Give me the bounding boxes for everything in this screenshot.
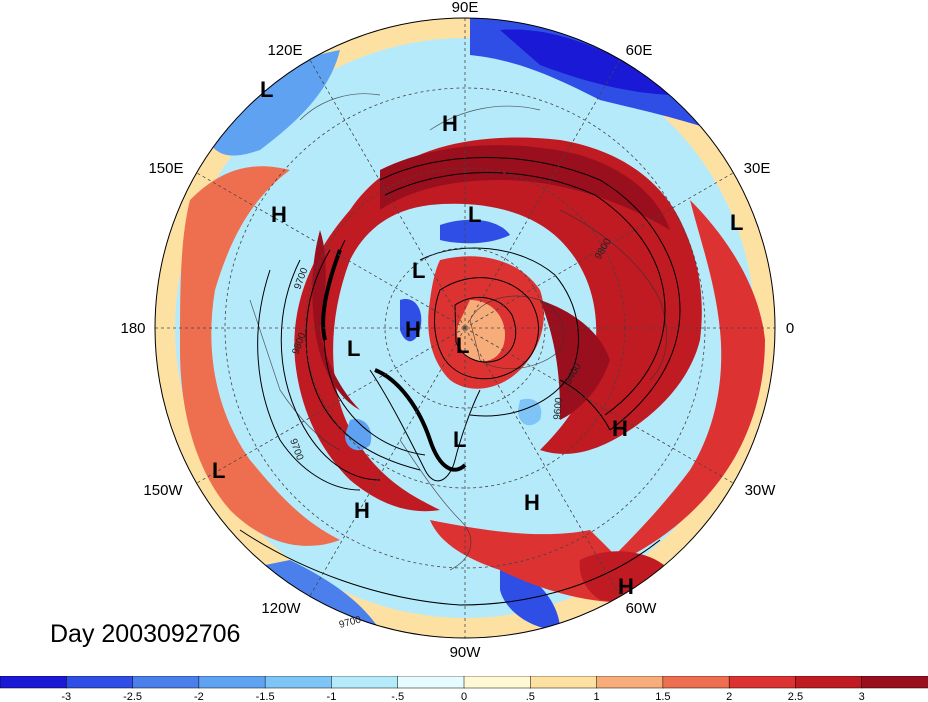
lon-label-90e: 90E — [452, 0, 479, 16]
colorbar-swatch — [795, 676, 863, 689]
colorbar: -3 -2.5 -2 -1.5 -1 -.5 0 .5 1 1.5 2 2.5 3 — [0, 676, 928, 702]
colorbar-tick-label: -.5 — [391, 691, 404, 702]
colorbar-swatch — [530, 676, 598, 689]
lon-label-120e: 120E — [267, 42, 302, 59]
colorbar-swatch — [861, 676, 928, 689]
colorbar-swatch — [463, 676, 532, 689]
pressure-system-marker: H — [271, 202, 287, 227]
pressure-system-marker: H — [524, 490, 540, 515]
pressure-system-marker: H — [354, 498, 370, 523]
lon-label-60e: 60E — [626, 42, 653, 59]
colorbar-tick-label: -1.5 — [256, 691, 275, 702]
pressure-system-marker: L — [260, 77, 273, 102]
colorbar-tick-label: 1 — [594, 691, 600, 702]
colorbar-tick-label: 2 — [726, 691, 732, 702]
colorbar-swatch — [596, 676, 664, 689]
pressure-system-marker: L — [212, 458, 225, 483]
longitude-labels: 90E 60E 30E 0 30W 60W 90W 120W 150W 180 … — [120, 0, 794, 661]
pressure-system-marker: H — [442, 111, 458, 136]
lon-label-60w: 60W — [626, 600, 658, 617]
colorbar-swatch — [397, 676, 465, 689]
pressure-system-marker: L — [453, 427, 466, 452]
lon-label-150e: 150E — [148, 160, 183, 177]
colorbar-tick-label: 3 — [859, 691, 865, 702]
colorbar-swatch — [0, 676, 68, 689]
pressure-system-marker: H — [612, 416, 628, 441]
colorbar-swatch — [728, 676, 797, 689]
colorbar-tick-label: -2.5 — [123, 691, 142, 702]
pressure-system-marker: L — [412, 258, 425, 283]
pressure-system-marker: L — [730, 210, 743, 235]
contour-label: 9700 — [338, 614, 363, 630]
lon-label-120w: 120W — [261, 600, 301, 617]
colorbar-tick-label: 1.5 — [655, 691, 670, 702]
colorbar-tick-label: -2 — [194, 691, 204, 702]
colorbar-swatch — [331, 676, 399, 689]
lon-label-30e: 30E — [744, 160, 771, 177]
colorbar-swatch — [264, 676, 333, 689]
lon-label-30w: 30W — [745, 482, 777, 499]
lon-label-90w: 90W — [450, 644, 482, 661]
pressure-system-marker: H — [618, 574, 634, 599]
pressure-system-marker: L — [347, 336, 360, 361]
colorbar-tick-label: .5 — [526, 691, 535, 702]
pressure-system-markers: L H H L L L H L L L H L H H H — [212, 77, 743, 599]
anomaly-field — [155, 18, 775, 638]
colorbar-swatch — [198, 676, 266, 689]
colorbar-tick-label: 2.5 — [788, 691, 803, 702]
colorbar-tick-label: -3 — [61, 691, 71, 702]
colorbar-swatch — [66, 676, 134, 689]
colorbar-tick-label: -1 — [327, 691, 337, 702]
pressure-system-marker: L — [456, 333, 469, 358]
colorbar-swatch — [132, 676, 200, 689]
colorbar-swatch — [662, 676, 730, 689]
lon-label-0: 0 — [786, 320, 794, 337]
date-title: Day 2003092706 — [50, 620, 241, 648]
colorbar-tick-label: 0 — [461, 691, 467, 702]
lon-label-180: 180 — [120, 320, 145, 337]
polar-stereographic-map: 90E 60E 30E 0 30W 60W 90W 120W 150W 180 … — [120, 0, 794, 661]
pressure-system-marker: L — [468, 202, 481, 227]
lon-label-150w: 150W — [143, 482, 183, 499]
contour-label: 9600 — [552, 397, 565, 421]
pressure-system-marker: H — [405, 317, 421, 342]
